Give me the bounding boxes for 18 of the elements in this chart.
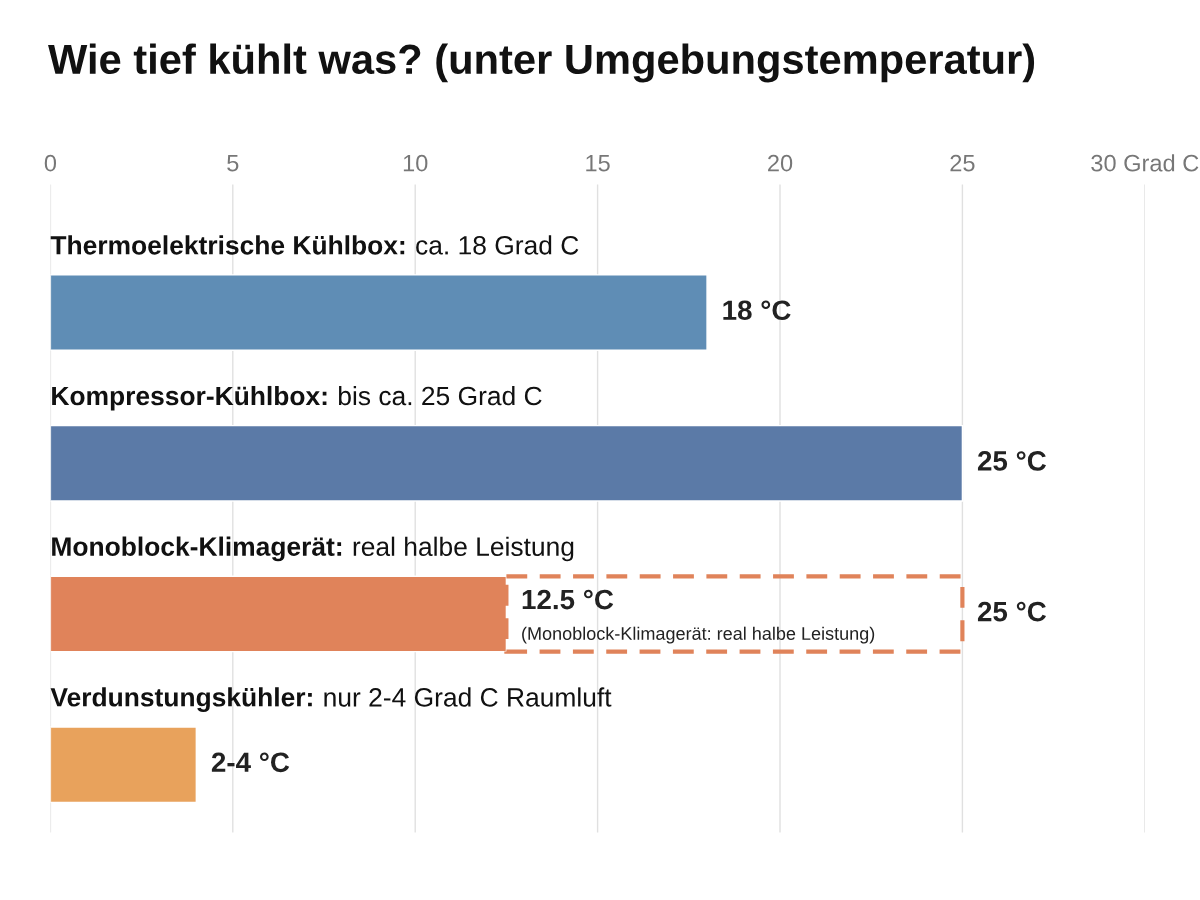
x-tick-label: 15 xyxy=(586,155,610,172)
chart-title: Wie tief kühlt was? (unter Umgebungstemperatur) xyxy=(48,43,1035,83)
data-label: 18 °C xyxy=(723,300,791,321)
y-tick-label: Thermoelektrische Kühlbox: ca. 18 Grad C xyxy=(50,235,579,255)
data-label: 25 °C xyxy=(977,451,1047,471)
data-label: 2-4 °C xyxy=(211,752,290,773)
x-tick-label: 20 xyxy=(768,154,793,172)
y-tick-label: Kompressor-Kühlbox: bis ca. 25 Grad C xyxy=(52,385,542,411)
total-label: 25 °C xyxy=(977,601,1047,622)
x-tick-label: 5 xyxy=(227,155,239,172)
y-tick-label: Monoblock-Klimagerät: real halbe Leistung xyxy=(52,536,574,562)
y-tick-label: Verdunstungskühler: nur 2-4 Grad C Raumluft xyxy=(50,687,612,712)
data-label: 12.5 °C xyxy=(522,589,614,610)
annotation: (Monoblock-Klimagerät: real halbe Leistung) xyxy=(522,626,875,644)
x-tick-label: 10 xyxy=(403,154,428,172)
x-tick-label: 25 xyxy=(950,154,975,172)
x-tick-label: 0 xyxy=(44,154,57,172)
x-tick-label: 30 Grad C xyxy=(1091,154,1199,172)
